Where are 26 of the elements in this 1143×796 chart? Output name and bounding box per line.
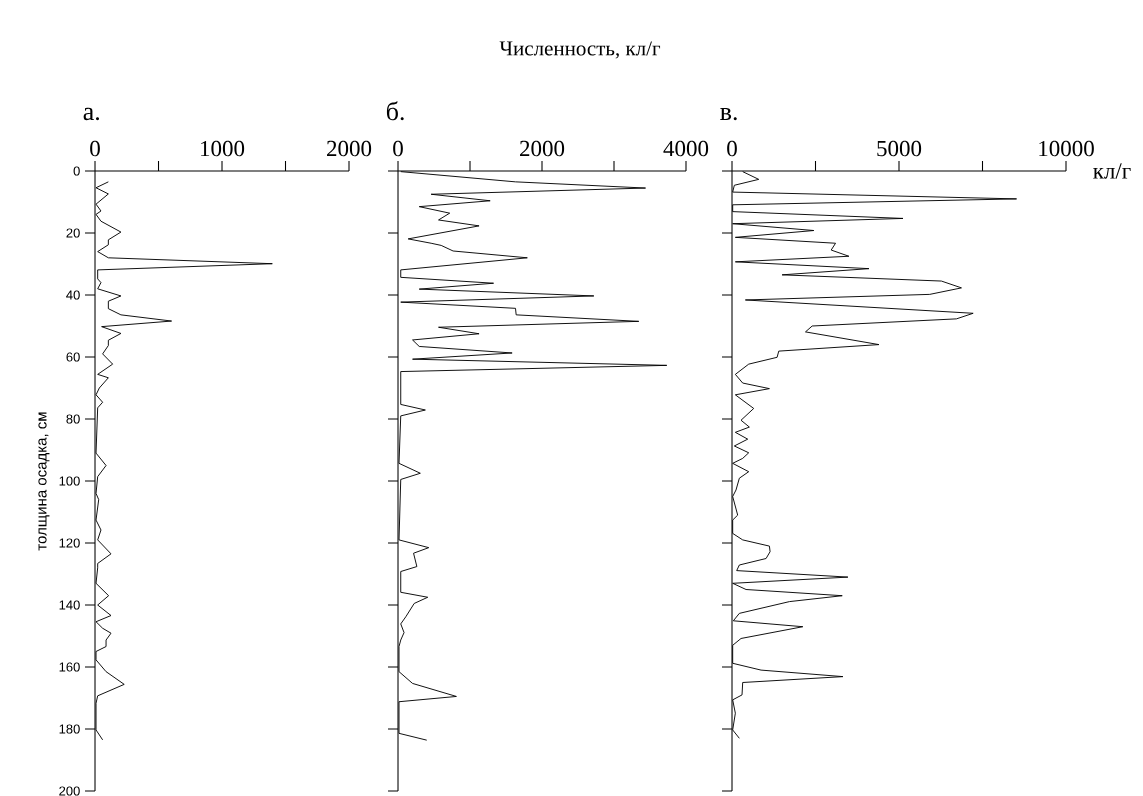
x-tick-label: 2000 xyxy=(327,140,372,157)
x-tick-label: 0 xyxy=(90,140,100,157)
y-tick-label: 80 xyxy=(66,414,80,424)
x-tick-label: 0 xyxy=(727,140,737,157)
chart-subtitle: б. xyxy=(386,101,404,121)
chart-title: Численность, кл/г xyxy=(499,41,661,59)
y-axis-title: толщина осадка, см xyxy=(38,412,50,551)
y-tick-label: 100 xyxy=(59,476,80,486)
y-tick-label: 20 xyxy=(66,228,80,238)
chart-subtitle: в. xyxy=(720,107,737,121)
y-tick-label: 140 xyxy=(59,600,80,610)
x-tick-label: 4000 xyxy=(663,140,709,157)
x-tick-label: 10000 xyxy=(1039,140,1094,157)
x-tick-label: 1000 xyxy=(201,140,245,157)
x-tick-label: 0 xyxy=(393,140,403,157)
x-tick-label: 2000 xyxy=(520,140,565,157)
x-tick-label: 5000 xyxy=(877,140,922,157)
y-tick-label: 40 xyxy=(66,290,80,300)
y-tick-label: 200 xyxy=(59,786,80,796)
chart-subtitle: а. xyxy=(83,107,100,121)
y-tick-label: 0 xyxy=(73,166,80,176)
y-tick-label: 60 xyxy=(66,352,80,362)
x-axis-title: кл/г xyxy=(1093,163,1131,179)
y-tick-label: 160 xyxy=(59,662,80,672)
y-tick-label: 180 xyxy=(59,724,80,734)
y-tick-label: 120 xyxy=(59,538,80,548)
